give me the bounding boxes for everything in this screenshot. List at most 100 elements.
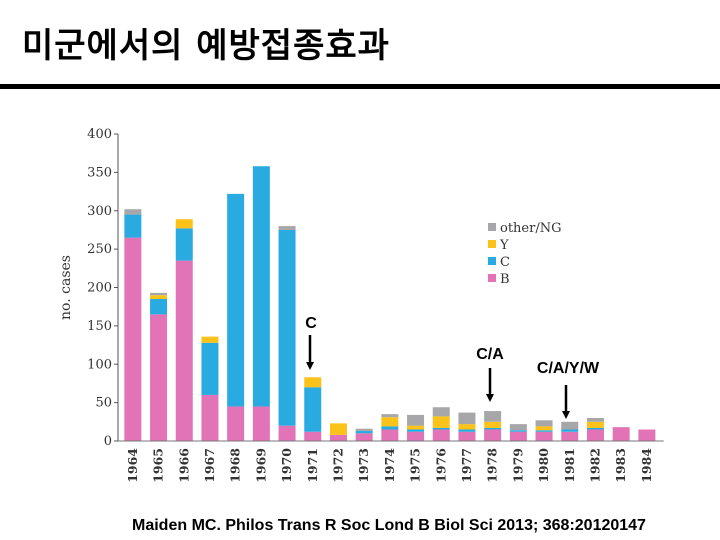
x-tick-label: 1974 <box>382 448 397 483</box>
bar-segment-c <box>407 429 425 432</box>
x-tick-label: 1967 <box>202 448 217 483</box>
x-tick-label: 1981 <box>562 448 577 483</box>
bar-segment-y <box>381 417 399 427</box>
bar-segment-c <box>150 299 168 315</box>
bar-segment-c <box>509 430 527 432</box>
bar-segment-c <box>252 166 270 407</box>
bar-segment-y <box>329 423 347 435</box>
bar-segment-b <box>612 427 630 441</box>
x-tick-label: 1975 <box>408 448 423 483</box>
bar-segment-other-ng <box>124 209 142 215</box>
bar-segment-c <box>432 427 450 430</box>
annotation-label: C <box>305 315 317 332</box>
bar-segment-other-ng <box>509 424 527 431</box>
bar-segment-c <box>381 426 399 430</box>
bar-segment-c <box>201 342 219 395</box>
bar-segment-b <box>278 425 296 441</box>
bar-segment-other-ng <box>561 421 579 430</box>
x-tick-label: 1973 <box>356 448 371 483</box>
y-tick-label: 350 <box>87 165 112 180</box>
bar-segment-c <box>227 193 245 407</box>
x-tick-label: 1969 <box>253 448 268 483</box>
legend-label: Y <box>499 238 509 253</box>
bar-segment-y <box>432 416 450 428</box>
y-tick-label: 150 <box>87 319 112 334</box>
bar-segment-b <box>407 431 425 441</box>
x-tick-label: 1982 <box>587 448 602 483</box>
bar-segment-b <box>535 431 553 441</box>
x-tick-label: 1970 <box>279 448 294 483</box>
x-tick-label: 1972 <box>330 448 345 483</box>
x-tick-label: 1966 <box>176 448 191 483</box>
x-tick-label: 1978 <box>485 448 500 483</box>
title-divider <box>0 84 720 89</box>
annotation-label: C/A <box>476 346 504 363</box>
x-tick-label: 1968 <box>228 448 243 483</box>
bar-segment-c <box>561 429 579 432</box>
bar-segment-b <box>201 394 219 441</box>
bar-segment-b <box>252 406 270 441</box>
x-tick-label: 1965 <box>151 448 166 483</box>
legend-swatch <box>488 223 496 231</box>
bar-segment-c <box>586 427 604 430</box>
bar-segment-b <box>355 433 373 441</box>
bar-segment-other-ng <box>150 292 168 296</box>
bar-segment-b <box>458 431 476 441</box>
y-tick-label: 50 <box>95 396 112 411</box>
y-tick-label: 400 <box>87 127 112 142</box>
bar-segment-other-ng <box>432 407 450 417</box>
bar-segment-y <box>407 425 425 430</box>
x-tick-label: 1977 <box>459 448 474 483</box>
y-tick-label: 300 <box>87 204 112 219</box>
bar-segment-b <box>484 429 502 441</box>
legend-swatch <box>488 240 496 248</box>
bar-segment-c <box>124 214 142 238</box>
bar-segment-other-ng <box>484 411 502 422</box>
bar-segment-y <box>458 424 476 430</box>
bar-segment-y <box>484 421 502 428</box>
bar-segment-b <box>561 431 579 441</box>
citation: Maiden MC. Philos Trans R Soc Lond B Bio… <box>132 517 646 534</box>
legend-swatch <box>488 257 496 265</box>
x-tick-label: 1964 <box>125 448 140 483</box>
bar-segment-other-ng <box>458 412 476 425</box>
x-tick-label: 1984 <box>639 448 654 483</box>
legend-label: B <box>500 272 510 287</box>
bar-segment-b <box>124 237 142 441</box>
bar-segment-other-ng <box>586 417 604 422</box>
bar-segment-c <box>175 228 193 261</box>
bar-segment-other-ng <box>381 414 399 418</box>
bar-segment-b <box>432 429 450 441</box>
bar-segment-b <box>329 434 347 441</box>
bar-segment-other-ng <box>535 420 553 427</box>
x-tick-label: 1979 <box>510 448 525 483</box>
bar-segment-b <box>304 431 322 441</box>
y-axis-title: no. cases <box>58 255 74 320</box>
slide-title: 미군에서의 예방접종효과 <box>22 26 390 66</box>
bar-segment-y <box>175 219 193 229</box>
annotation-label: C/A/Y/W <box>537 360 600 377</box>
legend-swatch <box>488 274 496 282</box>
bar-segment-other-ng <box>355 428 373 432</box>
legend-label: other/NG <box>500 221 561 236</box>
y-tick-label: 250 <box>87 242 112 257</box>
bar-segment-other-ng <box>407 414 425 426</box>
bar-segment-b <box>150 314 168 441</box>
bar-segment-y <box>201 336 219 343</box>
bar-segment-b <box>638 429 656 441</box>
bar-segment-b <box>381 429 399 441</box>
legend-label: C <box>500 255 510 270</box>
bar-segment-b <box>509 431 527 441</box>
y-tick-label: 0 <box>104 434 112 449</box>
bar-segment-c <box>304 387 322 432</box>
bar-segment-b <box>586 429 604 441</box>
bar-segment-c <box>535 430 553 432</box>
bar-segment-y <box>304 377 322 388</box>
x-tick-label: 1983 <box>613 448 628 483</box>
x-tick-label: 1980 <box>536 448 551 483</box>
bar-segment-y <box>586 421 604 428</box>
x-tick-label: 1976 <box>433 448 448 483</box>
bar-segment-c <box>278 229 296 426</box>
bar-segment-b <box>175 260 193 441</box>
bar-segment-b <box>227 406 245 441</box>
